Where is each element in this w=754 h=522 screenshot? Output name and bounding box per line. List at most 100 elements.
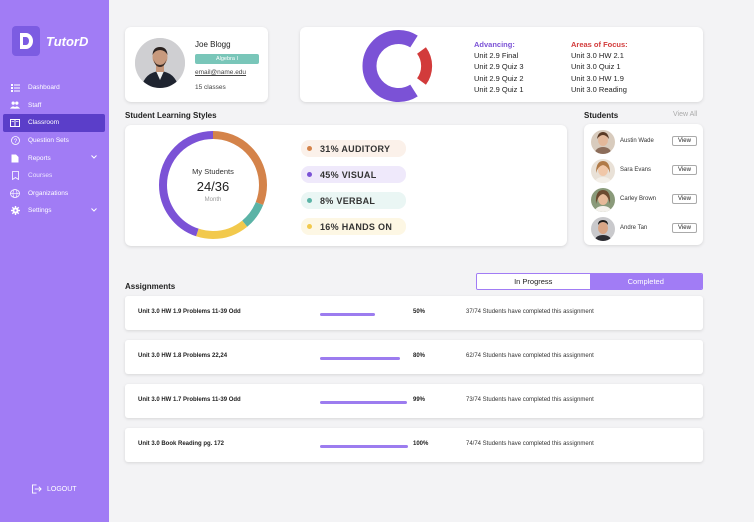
focus-list: Areas of Focus: Unit 3.0 HW 2.1 Unit 3.0… xyxy=(571,39,628,95)
assignments-title: Assignments xyxy=(125,282,176,291)
sidebar-item-label: Settings xyxy=(28,207,52,215)
completion-percent: 80% xyxy=(413,353,426,359)
assignment-row[interactable]: Unit 3.0 Book Reading pg. 172 100% 74/74… xyxy=(125,428,703,462)
advancing-item: Unit 2.9 Quiz 1 xyxy=(474,84,524,94)
chevron-down-icon xyxy=(91,207,97,214)
tab-completed[interactable]: Completed xyxy=(589,274,702,289)
learning-styles-donut xyxy=(159,131,267,239)
sidebar-item-reports[interactable]: Reports xyxy=(0,149,109,167)
learning-styles-title: Student Learning Styles xyxy=(125,111,217,120)
avatar xyxy=(135,38,185,88)
view-student-button[interactable]: View xyxy=(672,136,697,146)
sidebar-item-dashboard[interactable]: Dashboard xyxy=(0,79,109,97)
completion-status: 74/74 Students have completed this assig… xyxy=(466,441,594,447)
view-student-button[interactable]: View xyxy=(672,194,697,204)
students-card: Austin Wade View Sara Evans View Carley … xyxy=(584,124,703,245)
completion-percent: 50% xyxy=(413,309,426,315)
assignment-row[interactable]: Unit 3.0 HW 1.7 Problems 11-39 Odd 99% 7… xyxy=(125,384,703,418)
avatar xyxy=(591,188,615,212)
student-name: Carley Brown xyxy=(620,196,657,202)
avatar xyxy=(591,217,615,241)
globe-icon xyxy=(10,188,20,198)
assignment-name: Unit 3.0 HW 1.9 Problems 11-39 Odd xyxy=(138,309,241,315)
donut-segment-hands-on xyxy=(159,131,267,239)
logout-icon xyxy=(32,484,42,494)
legend-dot xyxy=(307,146,312,151)
view-all-link[interactable]: View All xyxy=(673,111,698,118)
student-row: Sara Evans View xyxy=(584,156,703,184)
focus-item: Unit 3.0 Quiz 1 xyxy=(571,62,621,72)
completion-percent: 99% xyxy=(413,397,426,403)
app-name: TutorD xyxy=(46,33,89,49)
completion-status: 73/74 Students have completed this assig… xyxy=(466,397,594,403)
donut-center-count: 24/36 xyxy=(196,179,230,194)
sidebar-item-courses[interactable]: Courses xyxy=(0,167,109,185)
document-icon xyxy=(10,153,20,163)
teacher-email-link[interactable]: email@name.edu xyxy=(195,69,247,76)
sidebar: TutorD Dashboard Staff Classroom ? Quest… xyxy=(0,0,109,522)
completion-bar xyxy=(320,313,375,316)
sidebar-nav: Dashboard Staff Classroom ? Question Set… xyxy=(0,79,109,220)
logout-label: LOGOUT xyxy=(47,485,77,493)
donut-center-label: My Students xyxy=(192,167,234,176)
style-pill-auditory: 31% AUDITORY xyxy=(301,140,406,157)
view-student-button[interactable]: View xyxy=(672,223,697,233)
svg-text:?: ? xyxy=(13,139,17,145)
legend-dot xyxy=(307,224,312,229)
avatar xyxy=(591,130,615,154)
assignment-row[interactable]: Unit 3.0 HW 1.8 Problems 22,24 80% 62/74… xyxy=(125,340,703,374)
assignment-name: Unit 3.0 HW 1.7 Problems 11-39 Odd xyxy=(138,397,241,403)
sidebar-item-label: Reports xyxy=(28,154,51,162)
style-pill-verbal: 8% VERBAL xyxy=(301,192,406,209)
donut-center: My Students 24/36 Month xyxy=(156,128,270,242)
completion-status: 37/74 Students have completed this assig… xyxy=(466,309,594,315)
advancing-list: Advancing: Unit 2.9 Final Unit 2.9 Quiz … xyxy=(474,39,524,95)
legend-dot xyxy=(307,172,312,177)
advancing-item: Unit 2.9 Quiz 3 xyxy=(474,62,524,72)
style-pill-hands-on: 16% HANDS ON xyxy=(301,218,406,235)
completion-bar xyxy=(320,401,408,404)
focus-title: Areas of Focus: xyxy=(571,40,628,49)
completion-status: 62/74 Students have completed this assig… xyxy=(466,353,594,359)
grid-list-icon xyxy=(10,83,20,93)
sidebar-item-label: Courses xyxy=(28,172,53,180)
sidebar-item-question-sets[interactable]: ? Question Sets xyxy=(0,132,109,150)
teacher-profile-card: Joe Blogg Algebra I email@name.edu 15 cl… xyxy=(125,27,268,102)
focus-item: Unit 3.0 HW 1.9 xyxy=(571,73,624,83)
sidebar-item-label: Organizations xyxy=(28,189,69,197)
logo-icon xyxy=(12,26,40,56)
assignment-tabs: In Progress Completed xyxy=(476,273,703,290)
avatar xyxy=(591,159,615,183)
teacher-name: Joe Blogg xyxy=(195,40,231,49)
sidebar-item-staff[interactable]: Staff xyxy=(0,97,109,115)
view-student-button[interactable]: View xyxy=(672,165,697,175)
style-label: 45% VISUAL xyxy=(320,169,377,180)
donut-center-sub: Month xyxy=(204,197,222,203)
app-logo[interactable]: TutorD xyxy=(12,26,88,56)
assignment-row[interactable]: Unit 3.0 HW 1.9 Problems 11-39 Odd 50% 3… xyxy=(125,296,703,330)
sidebar-item-classroom[interactable]: Classroom xyxy=(3,114,105,132)
advancing-item: Unit 2.9 Quiz 2 xyxy=(474,73,524,83)
students-title: Students xyxy=(584,111,619,120)
sidebar-item-label: Staff xyxy=(28,101,42,109)
completion-bar xyxy=(320,357,401,360)
style-label: 8% VERBAL xyxy=(320,195,376,206)
student-row: Andre Tan View xyxy=(584,214,703,242)
subject-badge: Algebra I xyxy=(195,54,259,64)
advancing-title: Advancing: xyxy=(474,40,515,49)
progress-ring xyxy=(362,30,433,102)
sidebar-item-label: Dashboard xyxy=(28,84,60,92)
focus-item: Unit 3.0 Reading xyxy=(571,84,627,94)
tab-in-progress[interactable]: In Progress xyxy=(477,274,590,289)
student-name: Sara Evans xyxy=(620,167,652,173)
logout-button[interactable]: LOGOUT xyxy=(32,484,77,494)
student-name: Andre Tan xyxy=(620,225,648,231)
student-row: Austin Wade View xyxy=(584,127,703,155)
sidebar-item-label: Classroom xyxy=(28,119,60,127)
completion-percent: 100% xyxy=(413,441,429,447)
sidebar-item-settings[interactable]: Settings xyxy=(0,202,109,220)
class-count: 15 classes xyxy=(195,84,226,91)
gear-icon xyxy=(10,206,20,216)
learning-styles-card: My Students 24/36 Month 31% AUDITORY 45%… xyxy=(125,125,567,246)
sidebar-item-organizations[interactable]: Organizations xyxy=(0,185,109,203)
